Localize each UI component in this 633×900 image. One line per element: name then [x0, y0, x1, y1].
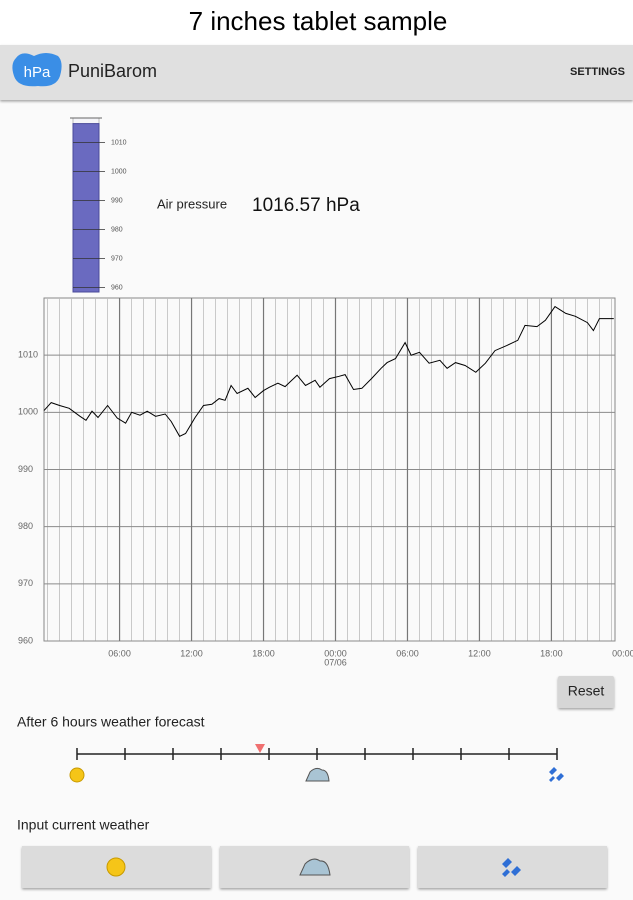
x-tick-label: 12:00	[468, 648, 491, 658]
y-tick-label: 1010	[18, 350, 38, 360]
gauge-tick-label: 960	[111, 284, 123, 291]
x-tick-label: 06:00	[108, 648, 131, 658]
gauge-tick-label: 980	[111, 226, 123, 233]
x-tick-label: 18:00	[252, 648, 275, 658]
y-tick-label: 970	[18, 578, 33, 588]
reset-label: Reset	[568, 683, 605, 699]
gauge-tick-label: 1010	[111, 139, 127, 146]
x-tick-label: 12:00	[180, 648, 203, 658]
app-icon	[12, 53, 62, 87]
y-tick-label: 980	[18, 521, 33, 531]
sun-icon	[69, 767, 85, 783]
x-tick-label: 00:00	[612, 648, 633, 658]
gauge-tick-label: 1000	[111, 168, 127, 175]
caption-bg	[0, 0, 633, 45]
forecast-scale	[76, 748, 558, 760]
y-tick-label: 960	[18, 635, 33, 645]
y-tick-label: 990	[18, 464, 33, 474]
x-tick-label: 06:00	[396, 648, 419, 658]
app-name: PuniBarom	[68, 61, 157, 81]
reading-label: Air pressure	[157, 196, 227, 211]
x-tick-label: 18:00	[540, 648, 563, 658]
reading-number: 1016.57	[252, 195, 321, 216]
app-icon-text: hPa	[24, 64, 51, 81]
rain-icon	[502, 858, 521, 877]
gauge-tick-label: 990	[111, 197, 123, 204]
input-title: Input current weather	[17, 817, 150, 833]
settings-button[interactable]: SETTINGS	[570, 66, 625, 78]
app-bar	[0, 45, 633, 100]
y-tick-label: 1000	[18, 407, 38, 417]
x-tick-label: 00:00	[324, 648, 347, 658]
cloud-icon	[299, 858, 331, 876]
reading-unit: hPa	[326, 195, 360, 216]
gauge-bar	[72, 123, 100, 293]
caption: 7 inches tablet sample	[189, 6, 448, 36]
rain-icon	[549, 767, 564, 782]
reset-button[interactable]	[558, 676, 614, 708]
reading-value: 1016.57 hPa	[252, 195, 360, 216]
gauge-tick-label: 970	[111, 255, 123, 262]
x-tick-date: 07/06	[324, 657, 347, 667]
rainy-button[interactable]	[418, 846, 607, 888]
forecast-title: After 6 hours weather forecast	[17, 714, 205, 730]
sun-icon	[106, 857, 126, 877]
forecast-marker	[255, 744, 265, 753]
cloud-icon	[305, 767, 330, 782]
pressure-line	[43, 305, 614, 437]
